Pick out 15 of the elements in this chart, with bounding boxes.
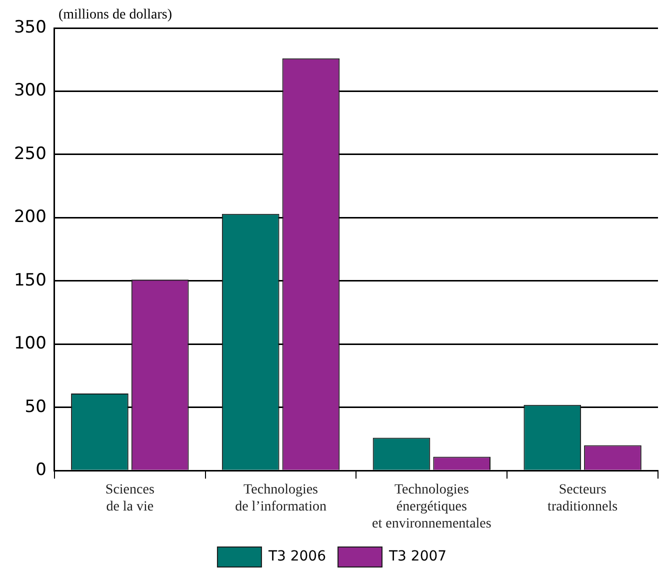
- x-tick-label: Technologies de l’information: [235, 482, 326, 514]
- x-tick-label: Technologies énergétiques et environnementales: [372, 482, 492, 532]
- y-tick-label: 250: [14, 144, 46, 164]
- x-tick-label: Sciences de la vie: [105, 482, 154, 514]
- y-tick-label: 100: [14, 334, 46, 354]
- legend-label: T3 2006: [267, 548, 326, 565]
- y-tick-label: 50: [24, 396, 46, 417]
- x-tick-label: Secteurs traditionnels: [548, 482, 618, 514]
- y-tick-label: 350: [14, 17, 46, 38]
- y-axis-title: (millions de dollars): [58, 8, 172, 23]
- y-tick-label: 200: [14, 207, 46, 228]
- y-tick-label: 300: [14, 80, 46, 101]
- legend-label: T3 2007: [388, 548, 447, 565]
- y-tick-label: 0: [36, 460, 46, 480]
- y-tick-label: 150: [14, 270, 46, 290]
